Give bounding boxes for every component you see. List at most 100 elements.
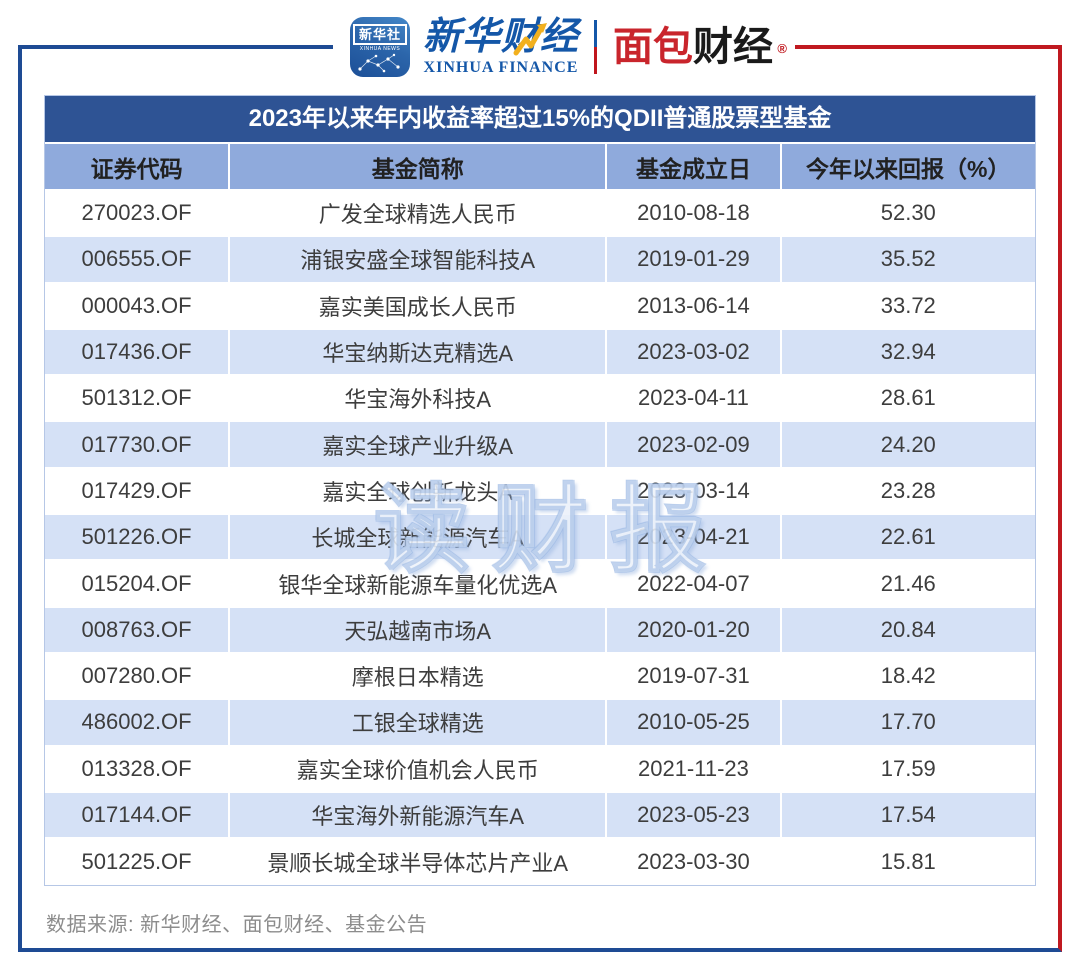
table-row: 008763.OF 天弘越南市场A 2020-01-20 20.84	[45, 607, 1035, 654]
table-row: 017429.OF 嘉实全球创新龙头A 2023-03-14 23.28	[45, 468, 1035, 516]
table-row: 013328.OF 嘉实全球价值机会人民币 2021-11-23 17.59	[45, 746, 1035, 793]
table-cell: 嘉实全球创新龙头A	[228, 468, 605, 514]
table-cell: 2023-03-14	[605, 468, 779, 514]
table-cell: 21.46	[779, 561, 1035, 606]
column-header-name: 基金简称	[228, 144, 605, 189]
app-icon-label: 新华社	[352, 24, 407, 45]
bread-finance-cn-black: 财经	[693, 25, 773, 69]
table-cell: 银华全球新能源车量化优选A	[228, 561, 605, 606]
table-cell: 华宝海外新能源汽车A	[228, 792, 605, 838]
table-row: 270023.OF 广发全球精选人民币 2010-08-18 52.30	[45, 191, 1035, 238]
table-title: 2023年以来年内收益率超过15%的QDII普通股票型基金	[45, 96, 1035, 144]
table-cell: 270023.OF	[81, 200, 192, 226]
table-cell: 013328.OF	[81, 755, 192, 781]
table-cell: 17.59	[779, 746, 1035, 791]
table-cell: 15.81	[779, 839, 1035, 886]
app-icon-sublabel: XINHUA NEWS	[359, 46, 401, 52]
constellation-icon	[358, 53, 400, 73]
brand-header: 新华社 XINHUA NEWS 新华财经 XINHUA FINANC	[342, 8, 795, 86]
table-cell: 2010-05-25	[605, 700, 779, 745]
table-header-row: 证券代码 基金简称 基金成立日 今年以来回报（%）	[45, 144, 1035, 191]
table-cell: 017730.OF	[81, 431, 192, 457]
table-cell: 2022-04-07	[605, 561, 779, 606]
table-row: 501225.OF 景顺长城全球半导体芯片产业A 2023-03-30 15.81	[45, 839, 1035, 886]
table-row: 017730.OF 嘉实全球产业升级A 2023-02-09 24.20	[45, 422, 1035, 469]
table-row: 007280.OF 摩根日本精选 2019-07-31 18.42	[45, 653, 1035, 701]
table-cell: 015204.OF	[81, 570, 192, 596]
table-cell: 华宝纳斯达克精选A	[228, 329, 605, 375]
column-header-return: 今年以来回报（%）	[779, 144, 1035, 189]
table-cell: 2019-07-31	[605, 653, 779, 699]
table-cell: 2021-11-23	[605, 746, 779, 791]
table-cell: 22.61	[779, 515, 1035, 560]
table-cell: 嘉实全球产业升级A	[228, 422, 605, 467]
table-cell: 天弘越南市场A	[228, 607, 605, 652]
xinhua-finance-cn: 新华财经	[422, 16, 579, 58]
table-cell: 35.52	[779, 237, 1035, 282]
table-cell: 长城全球新能源汽车A	[228, 515, 605, 560]
table-row: 017436.OF 华宝纳斯达克精选A 2023-03-02 32.94	[45, 329, 1035, 377]
bread-finance-cn-red: 面包	[613, 25, 693, 69]
table-row: 017144.OF 华宝海外新能源汽车A 2023-05-23 17.54	[45, 792, 1035, 840]
table-cell: 52.30	[779, 191, 1035, 236]
table-cell: 浦银安盛全球智能科技A	[228, 237, 605, 282]
table-cell: 28.61	[779, 376, 1035, 421]
table-cell: 24.20	[779, 422, 1035, 467]
xinhua-news-app-icon: 新华社 XINHUA NEWS	[350, 17, 410, 77]
table-cell: 2020-01-20	[605, 607, 779, 652]
table-row: 486002.OF 工银全球精选 2010-05-25 17.70	[45, 700, 1035, 747]
table-cell: 017144.OF	[81, 802, 192, 827]
table-cell: 2010-08-18	[605, 191, 779, 236]
data-source-note: 数据来源: 新华财经、面包财经、基金公告	[46, 914, 428, 936]
table-cell: 008763.OF	[81, 616, 192, 642]
table-cell: 华宝海外科技A	[228, 376, 605, 421]
table-cell: 000043.OF	[81, 292, 192, 318]
table-cell: 2023-03-02	[605, 329, 779, 375]
table-row: 501312.OF 华宝海外科技A 2023-04-11 28.61	[45, 376, 1035, 423]
table-cell: 2023-03-30	[605, 839, 779, 886]
table-cell: 501226.OF	[81, 524, 192, 550]
decorative-frame	[18, 45, 1062, 952]
bread-finance-logo: 面包财经 ®	[613, 17, 787, 77]
column-header-code: 证券代码	[90, 155, 183, 182]
table-cell: 景顺长城全球半导体芯片产业A	[228, 839, 605, 886]
table-cell: 2023-04-11	[605, 376, 779, 421]
table-row: 000043.OF 嘉实美国成长人民币 2013-06-14 33.72	[45, 283, 1035, 330]
table-cell: 18.42	[779, 653, 1035, 699]
table-cell: 486002.OF	[81, 709, 192, 735]
table-cell: 23.28	[779, 468, 1035, 514]
table-cell: 017436.OF	[81, 339, 192, 365]
table-cell: 广发全球精选人民币	[228, 191, 605, 236]
table-cell: 007280.OF	[81, 663, 192, 689]
table-cell: 17.70	[779, 700, 1035, 745]
brand-divider	[594, 20, 597, 74]
table-cell: 501312.OF	[81, 385, 192, 411]
table-cell: 2013-06-14	[605, 283, 779, 328]
table-cell: 006555.OF	[81, 246, 192, 272]
table-cell: 2023-04-21	[605, 515, 779, 560]
table-cell: 32.94	[779, 329, 1035, 375]
column-header-date: 基金成立日	[605, 144, 779, 189]
table-cell: 017429.OF	[81, 477, 192, 503]
table-cell: 嘉实全球价值机会人民币	[228, 746, 605, 791]
table-cell: 20.84	[779, 607, 1035, 652]
table-row: 006555.OF 浦银安盛全球智能科技A 2019-01-29 35.52	[45, 237, 1035, 284]
top-border-right-segment	[748, 45, 1062, 49]
table-cell: 17.54	[779, 792, 1035, 838]
table-body: 270023.OF 广发全球精选人民币 2010-08-18 52.30 006555.…	[45, 191, 1035, 886]
top-border-left-segment	[18, 45, 333, 49]
table-cell: 摩根日本精选	[228, 653, 605, 699]
table-cell: 2023-02-09	[605, 422, 779, 467]
stock-arrow-icon	[513, 23, 547, 56]
registered-mark-icon: ®	[777, 41, 787, 56]
table-cell: 工银全球精选	[228, 700, 605, 745]
table-cell: 501225.OF	[81, 849, 192, 875]
xinhua-finance-logo: 新华财经 XINHUA FINANCE	[422, 17, 580, 77]
fund-table-card: 2023年以来年内收益率超过15%的QDII普通股票型基金 证券代码 基金简称 …	[44, 95, 1036, 887]
table-cell: 2019-01-29	[605, 237, 779, 282]
table-cell: 2023-05-23	[605, 792, 779, 838]
table-cell: 33.72	[779, 283, 1035, 328]
xinhua-finance-en: XINHUA FINANCE	[423, 59, 579, 76]
table-row: 015204.OF 银华全球新能源车量化优选A 2022-04-07 21.46	[45, 561, 1035, 608]
